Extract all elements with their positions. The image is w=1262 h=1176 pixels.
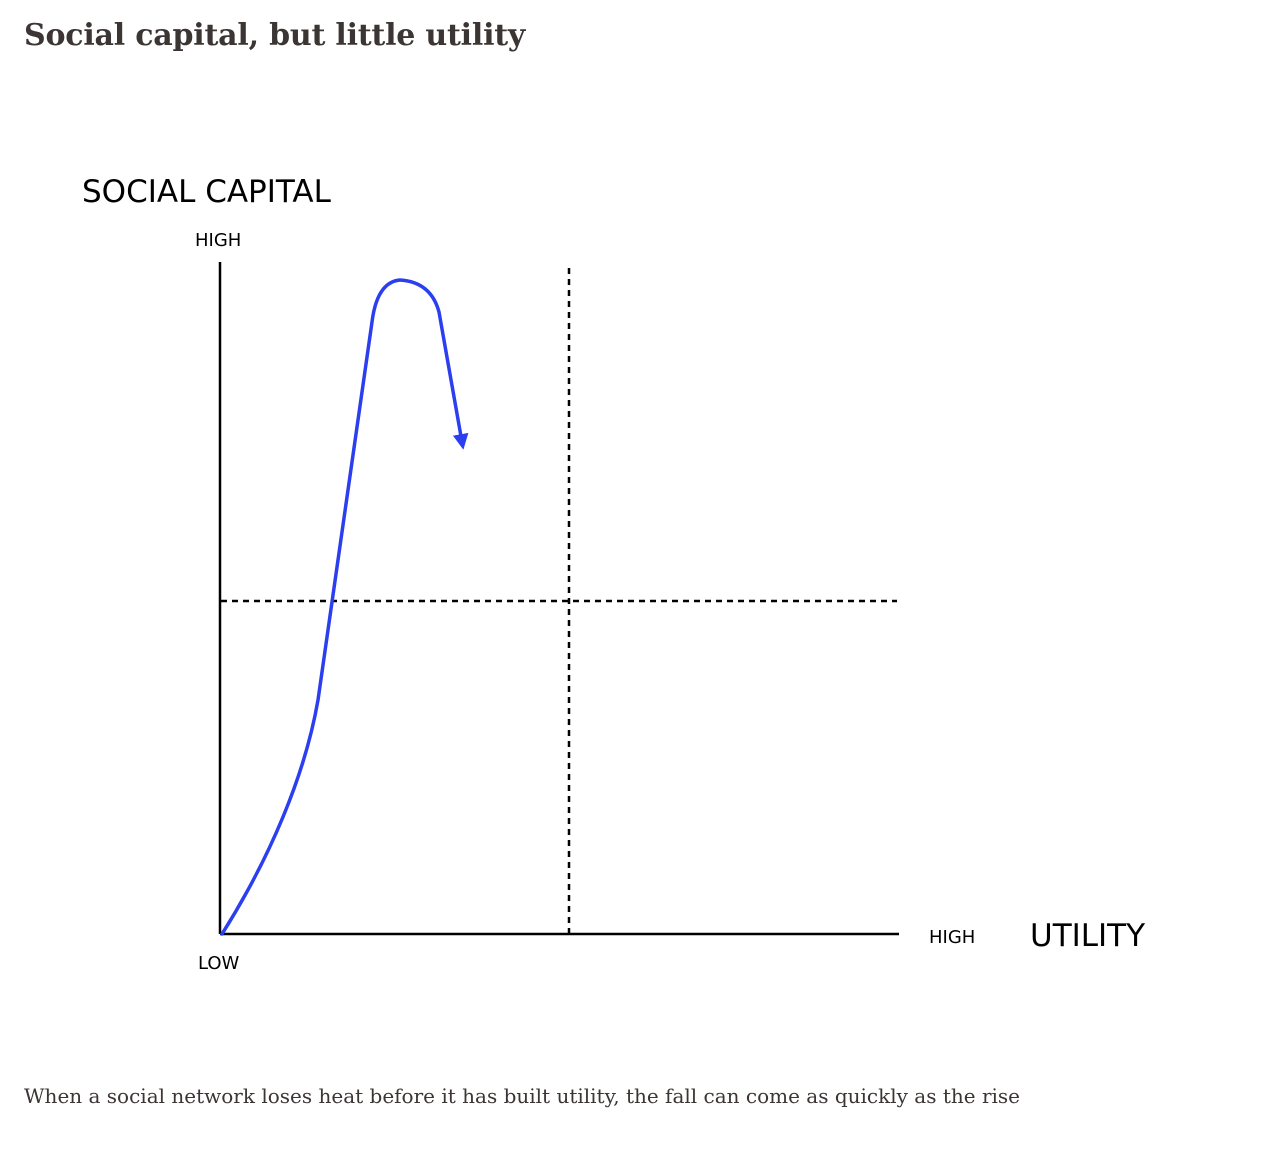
figure-caption: When a social network loses heat before …	[24, 1084, 1021, 1108]
y-axis-title: SOCIAL CAPITAL	[82, 174, 332, 210]
x-axis-high-label: HIGH	[929, 927, 975, 948]
social-capital-curve	[220, 278, 469, 936]
x-axis-title: UTILITY	[1030, 918, 1145, 954]
article-heading: Social capital, but little utility	[24, 18, 526, 53]
origin-low-label: LOW	[198, 953, 240, 974]
y-axis-high-label: HIGH	[195, 230, 241, 251]
